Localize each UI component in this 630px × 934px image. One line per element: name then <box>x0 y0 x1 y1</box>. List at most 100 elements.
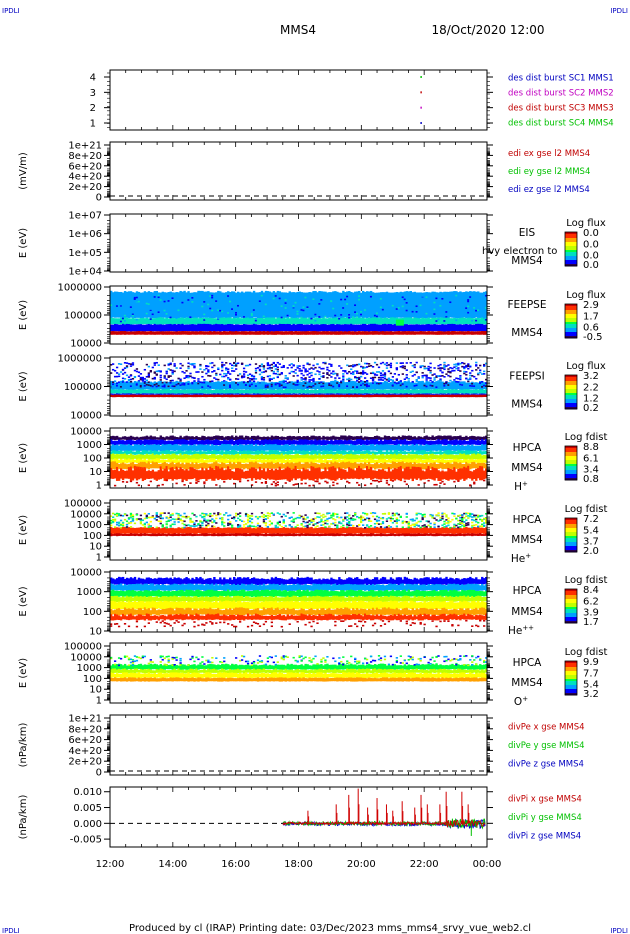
spectro-speck <box>203 301 206 303</box>
spectro-speck <box>236 378 240 380</box>
spectro-cell <box>429 318 432 325</box>
spectro-speck <box>371 376 375 379</box>
spectro-cell <box>469 394 472 398</box>
spectro-speck <box>332 481 335 484</box>
spectro-cell <box>312 462 315 469</box>
spectro-cell <box>435 389 438 394</box>
spectro-cell <box>187 380 190 390</box>
spectro-speck <box>407 314 410 316</box>
colorbar-tick-label: 1.7 <box>583 311 599 322</box>
spectro-cell <box>153 462 157 469</box>
spectro-speck <box>211 371 214 373</box>
spectro-cell <box>268 462 272 469</box>
spectro-cell <box>175 436 178 440</box>
spectro-speck <box>282 366 285 368</box>
spectro-speck <box>465 366 468 368</box>
spectro-cell <box>177 439 180 445</box>
spectro-cell <box>256 394 260 398</box>
spectro-speck <box>155 383 158 385</box>
spectro-speck <box>485 385 488 387</box>
spectro-cell <box>193 389 196 394</box>
spectro-cell <box>139 454 143 460</box>
spectro-cell <box>153 459 157 463</box>
spectro-cell <box>302 463 305 470</box>
spectro-cell <box>282 464 286 469</box>
spectro-speck <box>223 372 226 375</box>
spectro-speck <box>169 369 172 371</box>
spectro-cell <box>443 453 446 460</box>
spectro-cell <box>387 382 391 390</box>
spectro-speck <box>213 377 216 379</box>
spectro-cell <box>121 393 125 395</box>
spectro-cell <box>338 394 341 398</box>
spectro-cell <box>290 449 293 455</box>
colorbar-swatch <box>565 318 577 321</box>
spectro-cell <box>185 389 188 394</box>
spectro-cell <box>229 459 232 463</box>
spectro-speck <box>358 378 361 381</box>
spectro-speck <box>175 317 178 319</box>
spectro-speck <box>131 311 135 314</box>
ytick-label: 0 <box>96 193 102 204</box>
spectro-cell <box>278 323 282 332</box>
spectro-cell <box>125 317 129 325</box>
spectro-speck <box>153 372 156 374</box>
spectro-cell <box>441 439 444 445</box>
spectro-cell <box>375 394 379 398</box>
spectro-cell <box>240 458 244 463</box>
spectro-cell <box>292 444 295 451</box>
spectro-cell <box>385 291 389 318</box>
spectro-cell <box>332 291 335 319</box>
spectro-cell <box>405 381 409 390</box>
spectro-cell <box>264 471 268 481</box>
spectro-cell <box>361 437 365 441</box>
instrument-name: EIS <box>519 227 536 239</box>
spectro-speck <box>167 385 170 388</box>
spectro-speck <box>411 370 414 373</box>
spectro-cell <box>250 292 254 319</box>
spectro-speck <box>264 481 268 483</box>
spectro-cell <box>195 451 198 454</box>
spectro-speck <box>322 376 325 379</box>
spectro-cell <box>236 436 240 441</box>
spectro-cell <box>324 463 327 469</box>
spectro-cell <box>453 381 456 390</box>
spectro-speck <box>346 303 349 305</box>
spectro-cell <box>344 469 347 480</box>
spectro-cell <box>181 323 184 332</box>
spectro-cell <box>165 440 168 446</box>
spectro-cell <box>163 389 166 394</box>
spectro-cell <box>391 469 395 480</box>
spectro-cell <box>238 318 242 325</box>
spectro-speck <box>256 383 260 386</box>
spectro-cell <box>375 444 379 451</box>
spectro-cell <box>328 292 331 318</box>
spectro-cell <box>387 458 391 463</box>
spectro-speck <box>282 379 285 382</box>
spectro-speck <box>310 371 313 374</box>
spectro-cell <box>268 393 272 395</box>
spectro-speck <box>280 372 283 375</box>
spectro-cell <box>268 394 272 398</box>
spectro-speck <box>485 362 488 365</box>
spectro-cell <box>133 437 137 441</box>
spectro-speck <box>274 382 277 384</box>
spectro-cell <box>171 393 174 395</box>
spectro-speck <box>429 369 432 372</box>
spectro-speck <box>463 370 466 373</box>
spectro-cell <box>447 331 450 335</box>
spectro-cell <box>199 317 202 325</box>
spectro-cell <box>153 331 157 335</box>
spectro-cell <box>133 331 137 335</box>
spectro-speck <box>405 483 408 486</box>
spectro-cell <box>163 459 166 463</box>
spectro-cell <box>147 394 151 398</box>
spectro-cell <box>459 450 462 455</box>
spectro-cell <box>223 439 226 445</box>
spectro-cell <box>153 381 157 390</box>
spectro-speck <box>167 300 170 302</box>
spectro-cell <box>354 381 357 390</box>
spectro-cell <box>167 440 170 445</box>
spectro-speck <box>336 374 339 377</box>
spectro-cell <box>121 318 125 325</box>
